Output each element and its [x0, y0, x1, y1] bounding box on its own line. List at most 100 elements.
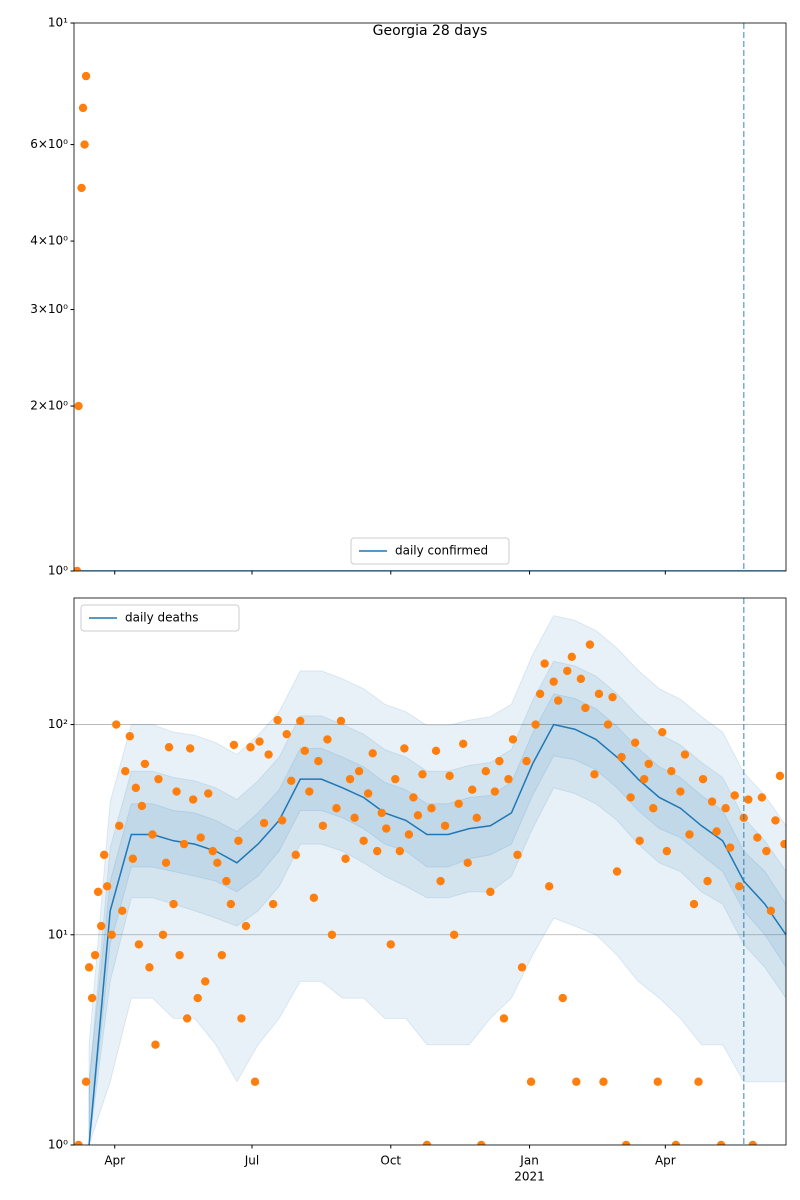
uncertainty-band — [88, 693, 786, 1145]
point — [567, 652, 576, 662]
point — [662, 846, 672, 856]
point — [90, 950, 100, 960]
point — [472, 813, 481, 823]
point — [145, 963, 154, 972]
point — [102, 882, 112, 891]
point — [404, 830, 414, 839]
x-tick-label: Apr — [104, 1154, 125, 1168]
point — [74, 1140, 83, 1145]
point — [458, 739, 468, 749]
point — [413, 811, 423, 820]
point — [771, 816, 780, 825]
point — [422, 1140, 432, 1145]
x-tick-label: Oct — [380, 1154, 401, 1168]
y-tick-label: 10¹ — [48, 16, 68, 30]
point — [314, 756, 323, 766]
point — [585, 640, 595, 649]
point — [318, 821, 328, 830]
x-tick-sublabel: 2021 — [514, 1170, 545, 1184]
point — [78, 103, 88, 113]
plot-area — [74, 614, 786, 1145]
point — [431, 746, 441, 756]
point — [427, 804, 436, 813]
axes-frame — [73, 597, 787, 1146]
point — [287, 776, 296, 786]
point — [77, 183, 86, 193]
point — [222, 876, 231, 886]
point — [445, 771, 454, 781]
point — [508, 735, 518, 744]
point — [201, 977, 210, 986]
y-tick-label: 10¹ — [48, 927, 68, 941]
point — [698, 774, 708, 784]
point — [204, 789, 213, 798]
point — [395, 846, 405, 856]
point — [576, 674, 586, 684]
point — [549, 677, 558, 686]
point — [544, 882, 554, 891]
point — [154, 774, 163, 784]
point — [612, 867, 622, 876]
plot-area — [74, 71, 786, 571]
point — [594, 689, 604, 699]
uncertainty-band — [88, 660, 786, 1145]
point — [775, 771, 785, 781]
point — [350, 813, 359, 823]
point — [179, 839, 189, 849]
x-tick-label: Jan — [519, 1154, 539, 1168]
point — [409, 793, 418, 802]
point — [707, 797, 717, 806]
y-tick-label: 10⁰ — [48, 1138, 68, 1152]
point — [81, 1077, 91, 1086]
point — [626, 793, 635, 802]
point — [250, 1077, 260, 1086]
point — [217, 950, 227, 960]
point — [323, 735, 332, 744]
legend-label: daily confirmed — [395, 544, 488, 558]
point — [653, 1077, 662, 1086]
point — [169, 899, 178, 909]
point — [526, 1077, 536, 1086]
point — [305, 787, 314, 796]
point — [522, 756, 531, 766]
point — [481, 767, 491, 776]
point — [291, 850, 300, 860]
point — [572, 1077, 581, 1086]
point — [359, 836, 368, 845]
point — [558, 993, 567, 1003]
point — [264, 750, 273, 759]
point — [193, 993, 202, 1003]
point — [354, 767, 364, 776]
point — [99, 850, 109, 860]
point — [658, 727, 667, 737]
point — [531, 720, 540, 729]
point — [175, 950, 184, 960]
point — [640, 774, 649, 784]
point — [84, 963, 94, 972]
point — [336, 716, 346, 726]
point — [188, 795, 198, 804]
x-tick-label: Apr — [655, 1154, 676, 1168]
point — [268, 899, 278, 909]
point — [125, 732, 135, 741]
point — [164, 743, 174, 752]
point — [151, 1040, 160, 1049]
point — [712, 827, 721, 836]
point — [373, 846, 382, 856]
point — [685, 830, 694, 839]
point — [540, 659, 549, 668]
point — [273, 715, 282, 725]
point — [87, 993, 97, 1003]
point — [118, 906, 127, 916]
point — [121, 767, 130, 776]
point — [128, 854, 138, 863]
point — [213, 858, 222, 867]
point — [635, 836, 644, 845]
point — [689, 899, 699, 909]
axes: 10⁰ 2×10⁰ 3×10⁰ 4×10⁰ 6×10⁰ 10¹ Georgia 28 day… — [30, 16, 787, 578]
point — [599, 1077, 608, 1086]
point — [590, 770, 599, 779]
point — [148, 830, 157, 839]
point — [468, 785, 477, 794]
